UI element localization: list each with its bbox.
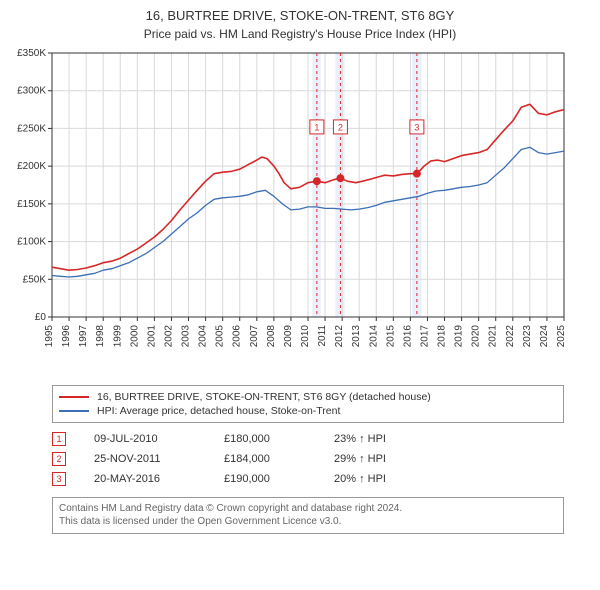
svg-text:2: 2 bbox=[338, 122, 343, 132]
svg-text:£100K: £100K bbox=[17, 236, 46, 247]
chart-subtitle: Price paid vs. HM Land Registry's House … bbox=[10, 27, 590, 41]
svg-text:2008: 2008 bbox=[266, 324, 277, 347]
svg-text:1: 1 bbox=[314, 122, 319, 132]
svg-text:2005: 2005 bbox=[215, 324, 226, 347]
svg-text:2024: 2024 bbox=[539, 324, 550, 347]
svg-text:2003: 2003 bbox=[181, 324, 192, 347]
sale-marker: 1 bbox=[52, 432, 66, 446]
footer-box: Contains HM Land Registry data © Crown c… bbox=[52, 497, 564, 534]
svg-text:2021: 2021 bbox=[488, 324, 499, 347]
svg-text:2004: 2004 bbox=[198, 324, 209, 347]
svg-text:2014: 2014 bbox=[368, 324, 379, 347]
chart-title: 16, BURTREE DRIVE, STOKE-ON-TRENT, ST6 8… bbox=[10, 8, 590, 25]
svg-text:£150K: £150K bbox=[17, 199, 46, 210]
sale-date: 09-JUL-2010 bbox=[94, 433, 224, 445]
svg-text:£50K: £50K bbox=[23, 274, 47, 285]
sale-row: 2 25-NOV-2011£184,00029% ↑ HPI bbox=[52, 449, 564, 469]
footer-line-2: This data is licensed under the Open Gov… bbox=[59, 515, 557, 529]
legend-box: 16, BURTREE DRIVE, STOKE-ON-TRENT, ST6 8… bbox=[52, 385, 564, 423]
sale-pct: 20% ↑ HPI bbox=[334, 473, 444, 485]
svg-text:2006: 2006 bbox=[232, 324, 243, 347]
sale-marker: 2 bbox=[52, 452, 66, 466]
svg-text:2020: 2020 bbox=[471, 324, 482, 347]
svg-text:£250K: £250K bbox=[17, 123, 46, 134]
legend-label: 16, BURTREE DRIVE, STOKE-ON-TRENT, ST6 8… bbox=[97, 391, 431, 403]
svg-text:2011: 2011 bbox=[317, 324, 328, 346]
svg-text:2010: 2010 bbox=[300, 324, 311, 347]
chart-container: 16, BURTREE DRIVE, STOKE-ON-TRENT, ST6 8… bbox=[0, 0, 600, 590]
sales-table: 1 09-JUL-2010£180,00023% ↑ HPI 2 25-NOV-201… bbox=[52, 429, 564, 489]
legend-row: HPI: Average price, detached house, Stok… bbox=[59, 404, 557, 418]
sale-pct: 23% ↑ HPI bbox=[334, 433, 444, 445]
svg-text:2015: 2015 bbox=[385, 324, 396, 347]
legend-swatch bbox=[59, 410, 89, 412]
svg-text:£0: £0 bbox=[35, 312, 47, 323]
svg-text:1995: 1995 bbox=[44, 324, 55, 347]
svg-text:2007: 2007 bbox=[249, 324, 260, 347]
svg-text:£200K: £200K bbox=[17, 161, 46, 172]
svg-text:2013: 2013 bbox=[351, 324, 362, 347]
sale-row: 3 20-MAY-2016£190,00020% ↑ HPI bbox=[52, 469, 564, 489]
svg-text:1996: 1996 bbox=[61, 324, 72, 347]
sale-date: 25-NOV-2011 bbox=[94, 453, 224, 465]
svg-text:1997: 1997 bbox=[78, 324, 89, 347]
svg-text:2023: 2023 bbox=[522, 324, 533, 347]
svg-text:2019: 2019 bbox=[454, 324, 465, 347]
legend-swatch bbox=[59, 396, 89, 398]
svg-text:2025: 2025 bbox=[556, 324, 567, 347]
sale-pct: 29% ↑ HPI bbox=[334, 453, 444, 465]
svg-text:2018: 2018 bbox=[437, 324, 448, 347]
svg-text:1999: 1999 bbox=[112, 324, 123, 347]
svg-text:2022: 2022 bbox=[505, 324, 516, 347]
sale-date: 20-MAY-2016 bbox=[94, 473, 224, 485]
sale-price: £190,000 bbox=[224, 473, 334, 485]
legend-label: HPI: Average price, detached house, Stok… bbox=[97, 405, 340, 417]
svg-text:2009: 2009 bbox=[283, 324, 294, 347]
sale-row: 1 09-JUL-2010£180,00023% ↑ HPI bbox=[52, 429, 564, 449]
sale-marker: 3 bbox=[52, 472, 66, 486]
svg-text:2016: 2016 bbox=[402, 324, 413, 347]
svg-text:2017: 2017 bbox=[419, 324, 430, 347]
line-chart: £0 £50K £100K £150K £200K £250K £300K £350K 1995… bbox=[10, 49, 590, 379]
svg-text:£350K: £350K bbox=[17, 49, 46, 59]
svg-text:£300K: £300K bbox=[17, 86, 46, 97]
footer-line-1: Contains HM Land Registry data © Crown c… bbox=[59, 502, 557, 516]
legend-row: 16, BURTREE DRIVE, STOKE-ON-TRENT, ST6 8… bbox=[59, 390, 557, 404]
svg-text:2002: 2002 bbox=[163, 324, 174, 347]
svg-text:2012: 2012 bbox=[334, 324, 345, 347]
sale-price: £184,000 bbox=[224, 453, 334, 465]
chart-area: £0 £50K £100K £150K £200K £250K £300K £350K 1995… bbox=[10, 49, 590, 379]
sale-price: £180,000 bbox=[224, 433, 334, 445]
svg-text:3: 3 bbox=[414, 122, 419, 132]
svg-text:2000: 2000 bbox=[129, 324, 140, 347]
svg-text:2001: 2001 bbox=[146, 324, 157, 347]
svg-text:1998: 1998 bbox=[95, 324, 106, 347]
